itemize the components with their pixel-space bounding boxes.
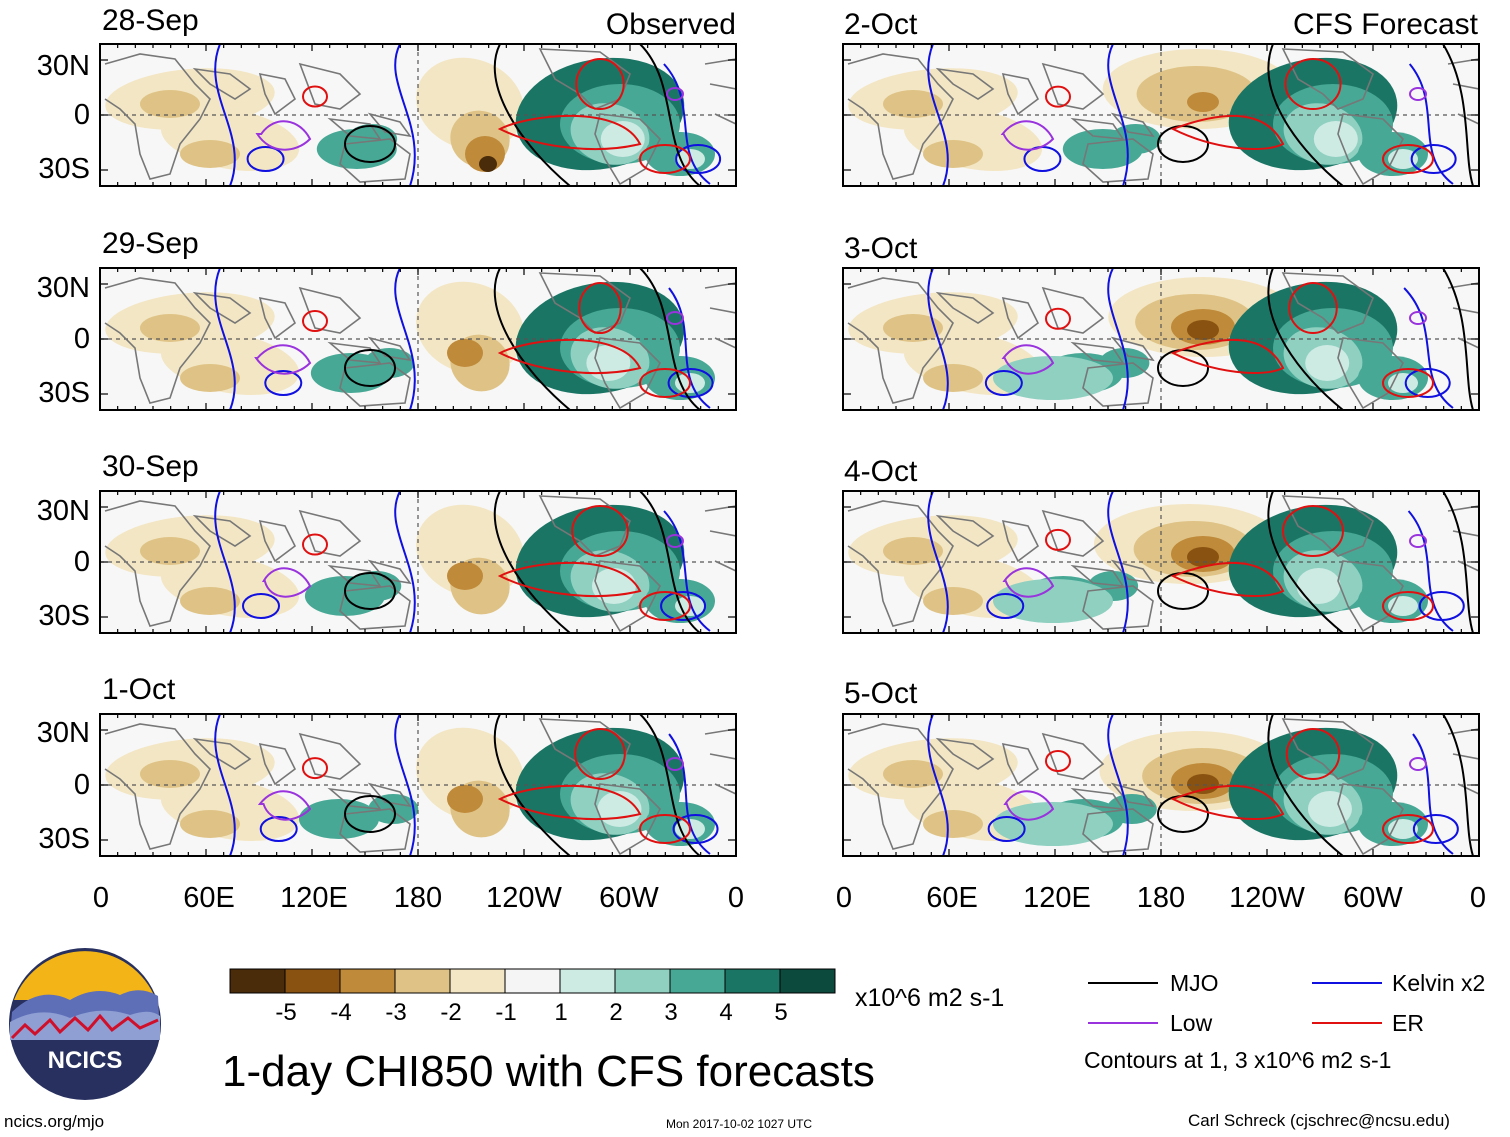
lat-tick-eq-row4: 0 <box>73 769 90 801</box>
panel-date-observed-3: 30-Sep <box>102 450 199 483</box>
colorbar-swatch-1 <box>284 968 341 994</box>
logo-text: NCICS <box>47 1047 123 1074</box>
colorbar-swatch-9 <box>724 968 781 994</box>
forecast-header: CFS Forecast <box>1292 8 1478 41</box>
colorbar-tick-m5: -5 <box>275 999 297 1026</box>
panel-date-forecast-4: 5-Oct <box>844 677 918 710</box>
map-panel-forecast-3 <box>842 490 1480 634</box>
map-panel-observed-3 <box>99 490 737 634</box>
lat-tick-eq-row3: 0 <box>73 546 90 578</box>
colorbar-swatch-3 <box>394 968 451 994</box>
colorbar-swatch-7 <box>614 968 671 994</box>
panel-date-forecast-1: 2-Oct <box>844 8 918 41</box>
figure-title: 1-day CHI850 with CFS forecasts <box>222 1047 875 1096</box>
lat-tick-30s-row2: 30S <box>38 377 90 409</box>
footer-url: ncics.org/mjo <box>4 1112 105 1131</box>
panel-date-observed-2: 29-Sep <box>102 227 199 260</box>
ncics-logo <box>9 948 161 1100</box>
map-panel-forecast-2 <box>842 267 1480 411</box>
colorbar-tick-m3: -3 <box>385 999 407 1026</box>
legend-contour-note: Contours at 1, 3 x10^6 m2 s-1 <box>1084 1047 1392 1073</box>
colorbar-tick-m2: -2 <box>440 999 462 1026</box>
colorbar-tick-p2: 2 <box>609 999 623 1026</box>
lat-tick-30s-row4: 30S <box>38 823 90 855</box>
map-panel-observed-2 <box>99 267 737 411</box>
footer-credit: Carl Schreck (cjschrec@ncsu.edu) <box>1188 1111 1450 1130</box>
colorbar-tick-p3: 3 <box>664 999 678 1026</box>
panel-date-forecast-3: 4-Oct <box>844 455 918 488</box>
lon-tick-obs-60w: 60W <box>599 882 659 914</box>
legend-label-kelvin: Kelvin x2 <box>1392 970 1486 996</box>
lat-tick-30n-row2: 30N <box>36 272 90 304</box>
colorbar-tick-p5: 5 <box>774 999 788 1026</box>
legend-label-mjo: MJO <box>1170 970 1219 996</box>
lon-tick-obs-60e: 60E <box>183 882 235 914</box>
lon-tick-fc-120w: 120W <box>1229 882 1305 914</box>
legend-label-er: ER <box>1392 1010 1424 1036</box>
map-panel-observed-1 <box>99 43 737 187</box>
lon-tick-fc-60w: 60W <box>1343 882 1403 914</box>
colorbar-tick-m4: -4 <box>330 999 352 1026</box>
colorbar-swatch-6 <box>559 968 616 994</box>
lon-tick-obs-180: 180 <box>393 882 443 914</box>
colorbar-units: x10^6 m2 s-1 <box>855 984 1005 1012</box>
colorbar-tick-m1: -1 <box>495 999 517 1026</box>
colorbar-swatch-10 <box>779 968 836 994</box>
panel-date-forecast-2: 3-Oct <box>844 232 918 265</box>
lat-tick-30n-row4: 30N <box>36 717 90 749</box>
map-panel-observed-4 <box>99 713 737 857</box>
legend-label-low: Low <box>1170 1010 1213 1036</box>
colorbar-swatch-0 <box>229 968 286 994</box>
lon-tick-fc-180: 180 <box>1136 882 1186 914</box>
lon-tick-fc-0-end: 0 <box>1469 882 1487 914</box>
legend <box>1088 982 1382 1024</box>
footer-timestamp: Mon 2017-10-02 1027 UTC <box>666 1117 813 1131</box>
observed-header: Observed <box>605 8 736 41</box>
lon-tick-fc-120e: 120E <box>1023 882 1091 914</box>
lat-tick-30n-row1: 30N <box>36 50 90 82</box>
colorbar-swatch-4 <box>449 968 506 994</box>
lat-tick-30s-row1: 30S <box>38 153 90 185</box>
lat-tick-eq-row1: 0 <box>73 99 90 131</box>
lon-tick-obs-120e: 120E <box>280 882 348 914</box>
lat-tick-eq-row2: 0 <box>73 323 90 355</box>
colorbar-tick-p4: 4 <box>719 999 733 1026</box>
lon-tick-obs-120w: 120W <box>486 882 562 914</box>
panel-date-observed-4: 1-Oct <box>102 673 176 706</box>
map-panel-forecast-1 <box>842 43 1480 187</box>
colorbar-tick-p1: 1 <box>554 999 568 1026</box>
colorbar <box>229 968 836 994</box>
panel-date-observed-1: 28-Sep <box>102 4 199 37</box>
colorbar-swatch-8 <box>669 968 726 994</box>
lat-tick-30s-row3: 30S <box>38 600 90 632</box>
map-panel-forecast-4 <box>842 713 1480 857</box>
colorbar-swatch-2 <box>339 968 396 994</box>
lat-tick-30n-row3: 30N <box>36 495 90 527</box>
lon-tick-obs-0-end: 0 <box>727 882 745 914</box>
lon-tick-obs-0: 0 <box>92 882 110 914</box>
lon-tick-fc-0: 0 <box>835 882 853 914</box>
lon-tick-fc-60e: 60E <box>926 882 978 914</box>
colorbar-swatch-5 <box>504 968 561 994</box>
